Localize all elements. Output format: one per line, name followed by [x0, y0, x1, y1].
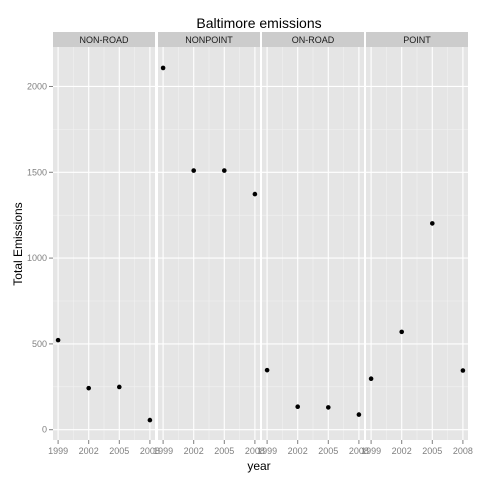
x-tick-label: 2008 [453, 446, 473, 456]
x-tick-label: 2008 [140, 446, 160, 456]
facet-strip-label: POINT [403, 35, 431, 45]
data-point [160, 65, 166, 71]
data-point [117, 384, 122, 390]
y-tick-label: 0 [42, 425, 47, 435]
data-point [430, 221, 435, 226]
x-axis-label: year [247, 459, 270, 473]
data-point [252, 191, 258, 197]
facet-non-road: NON-ROAD 1999 2002 2005 2008 [48, 32, 160, 456]
facet-point: POINT 1999 2002 2005 2008 [361, 32, 473, 456]
x-tick-label: 2002 [288, 446, 308, 456]
y-axis: 0 500 1000 1500 2000 [27, 81, 53, 435]
x-tick-label: 1999 [48, 446, 68, 456]
x-tick-label: 2005 [109, 446, 129, 456]
data-point [86, 385, 91, 391]
x-tick-label: 1999 [153, 446, 173, 456]
x-tick-label: 2002 [392, 446, 412, 456]
x-tick-label: 2005 [422, 446, 442, 456]
facet-strip [262, 32, 364, 47]
facet-strip [366, 32, 468, 47]
data-point [326, 405, 331, 410]
data-point [460, 368, 466, 373]
facet-nonpoint: NONPOINT 1999 2002 2005 2008 [153, 32, 265, 456]
facet-strip [53, 32, 155, 47]
data-point [191, 168, 196, 173]
facet-strip [158, 32, 260, 47]
data-point [147, 417, 153, 423]
data-point [368, 376, 374, 382]
y-tick-label: 1000 [27, 253, 47, 263]
facet-on-road: ON-ROAD 1999 2002 2005 2008 [257, 32, 369, 456]
chart-title: Baltimore emissions [196, 15, 321, 31]
data-point [264, 367, 270, 373]
y-axis-label: Total Emissions [11, 202, 25, 285]
facet-strip-label: NON-ROAD [80, 35, 129, 45]
data-point [399, 329, 405, 335]
data-point [222, 168, 227, 173]
facet-panels: NON-ROAD 1999 2002 2005 2008 NONPOINT 1999 2002… [48, 32, 473, 456]
data-point [55, 337, 61, 343]
facet-strip-label: ON-ROAD [292, 35, 335, 45]
x-tick-label: 2008 [245, 446, 265, 456]
y-tick-label: 2000 [27, 81, 47, 91]
data-point [356, 412, 362, 417]
x-tick-label: 2008 [349, 446, 369, 456]
x-tick-label: 1999 [257, 446, 277, 456]
x-tick-label: 1999 [361, 446, 381, 456]
y-tick-label: 500 [32, 339, 47, 349]
x-tick-label: 2002 [79, 446, 99, 456]
x-tick-label: 2005 [318, 446, 338, 456]
facet-strip-label: NONPOINT [185, 35, 233, 45]
data-point [295, 404, 301, 410]
x-tick-label: 2002 [184, 446, 204, 456]
x-tick-label: 2005 [214, 446, 234, 456]
y-tick-label: 1500 [27, 167, 47, 177]
